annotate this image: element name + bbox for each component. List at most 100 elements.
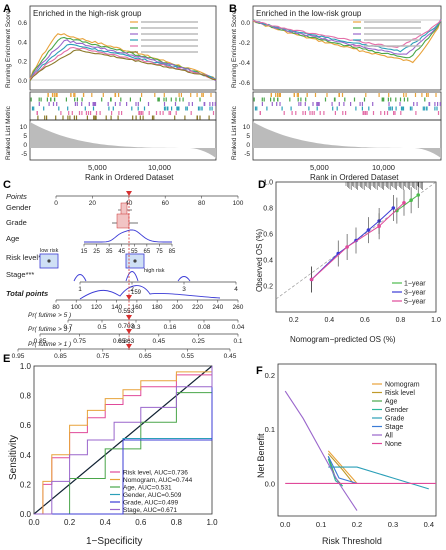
hit-bar [91, 93, 93, 97]
nomogram-tick-label: 60 [162, 200, 170, 207]
hit-bar [168, 111, 170, 115]
hit-bar [209, 102, 211, 106]
panel-b-legend [353, 21, 421, 47]
nomogram-tick-label: 0.45 [152, 338, 165, 345]
es-curve-2 [252, 18, 442, 59]
hit-bar [317, 102, 319, 106]
nomogram-tick-label: 0.65 [113, 338, 126, 345]
hit-bar [342, 111, 344, 115]
nomogram-row-label: Grade [6, 218, 27, 227]
hit-bar [345, 111, 347, 115]
hit-bar [182, 97, 184, 102]
hit-bar [372, 111, 375, 115]
nomogram-marker [126, 344, 132, 349]
hit-bar [70, 93, 72, 97]
hit-bar [389, 106, 391, 111]
hit-bar [126, 102, 128, 106]
risk-low-label: low risk [40, 248, 59, 254]
hit-bar [422, 106, 424, 111]
y-tick-label: 0.0 [265, 479, 275, 488]
nomogram-tick-label: 180 [152, 304, 163, 311]
hit-bar [334, 111, 336, 115]
nomogram-tick-label: 0.7 [63, 324, 72, 331]
metric-ytick: 0 [23, 142, 27, 149]
hit-bar [159, 111, 161, 115]
nomogram-tick-label: 35 [106, 249, 113, 255]
hit-bar [81, 97, 83, 102]
nomogram-tick-label: 0.65 [139, 353, 152, 360]
es-ytick: 0.4 [18, 39, 27, 46]
panel-b-ylabel-top: Running Enrichment Score [231, 10, 238, 88]
hit-bar [94, 102, 96, 106]
legend-label-3: 5−year [404, 299, 426, 306]
hit-bar [165, 106, 167, 111]
panel-d-frame [275, 181, 437, 313]
hit-bar [93, 115, 95, 120]
es-curve-1 [252, 19, 442, 64]
nomogram-tick-label: 0.04 [232, 324, 245, 331]
hit-bar [296, 93, 298, 97]
panel-b-es-frame [252, 5, 442, 91]
y-tick-label: 0.6 [20, 421, 32, 430]
grade-density [116, 213, 130, 229]
x-tick-label: 0.2 [64, 518, 76, 527]
legend-label-8: None [385, 441, 402, 448]
panel-a-xlabel: Rank in Ordered Dataset [85, 173, 174, 182]
x-tick-label: 0.4 [424, 520, 434, 529]
hit-bar [338, 102, 340, 106]
hit-bar [355, 106, 357, 111]
calibration-line-2 [311, 207, 394, 280]
hit-bar [114, 93, 116, 97]
hit-bar [196, 93, 198, 97]
hit-bar [119, 102, 121, 106]
panel-b-hit-bars [253, 93, 441, 115]
hit-bar [291, 111, 293, 115]
hit-bar [343, 102, 345, 106]
hit-bar [55, 93, 57, 97]
hit-bar [208, 115, 210, 120]
hit-bar [324, 97, 327, 102]
legend-label-4: Gender [385, 407, 409, 414]
risk-high-label: high risk [144, 268, 165, 274]
metric-ytick: 10 [243, 124, 251, 131]
legend-label-5: Grade [385, 416, 405, 423]
nomogram-row-label: Points [6, 192, 27, 201]
hit-bar [60, 111, 62, 115]
hit-bar [390, 97, 392, 102]
hit-bar [118, 111, 120, 115]
hit-bar [261, 102, 263, 106]
hit-bar [202, 93, 204, 97]
panel-e-ylabel: Sensitivity [8, 435, 19, 480]
legend-label-7: All [385, 433, 393, 440]
hit-bar [395, 97, 397, 102]
legend-label-2: 3−year [404, 290, 426, 297]
hit-bar [190, 111, 192, 115]
panel-d-letter: D [258, 179, 266, 191]
hit-bar [178, 93, 180, 97]
panel-a-ylabel-bottom: Ranked List Metric [5, 105, 12, 160]
hit-bar [142, 115, 144, 120]
hit-bar [56, 93, 58, 97]
hit-bar [387, 97, 389, 102]
nomogram-tick-label: 0.16 [164, 324, 177, 331]
hit-bar [131, 106, 133, 111]
nomogram-tick-label: 0.45 [224, 353, 237, 360]
nomogram-tick-label: 0.85 [34, 338, 47, 345]
hit-bar [37, 115, 39, 120]
hit-bar [199, 115, 201, 120]
hit-bar [437, 102, 439, 106]
panel-a-legend [130, 21, 198, 53]
hit-bar [137, 102, 139, 106]
hit-bar [185, 106, 187, 111]
hit-bar [135, 102, 137, 106]
hit-bar [105, 115, 107, 120]
x-tick-label: 0.4 [100, 518, 112, 527]
hit-bar [391, 106, 393, 111]
hit-bar [290, 106, 292, 111]
nomogram-tick-label: 0.3 [131, 324, 140, 331]
hit-bar [289, 97, 291, 102]
hit-bar [326, 93, 328, 97]
hit-bar [143, 106, 146, 111]
nomogram-row-label: Gender [6, 203, 32, 212]
